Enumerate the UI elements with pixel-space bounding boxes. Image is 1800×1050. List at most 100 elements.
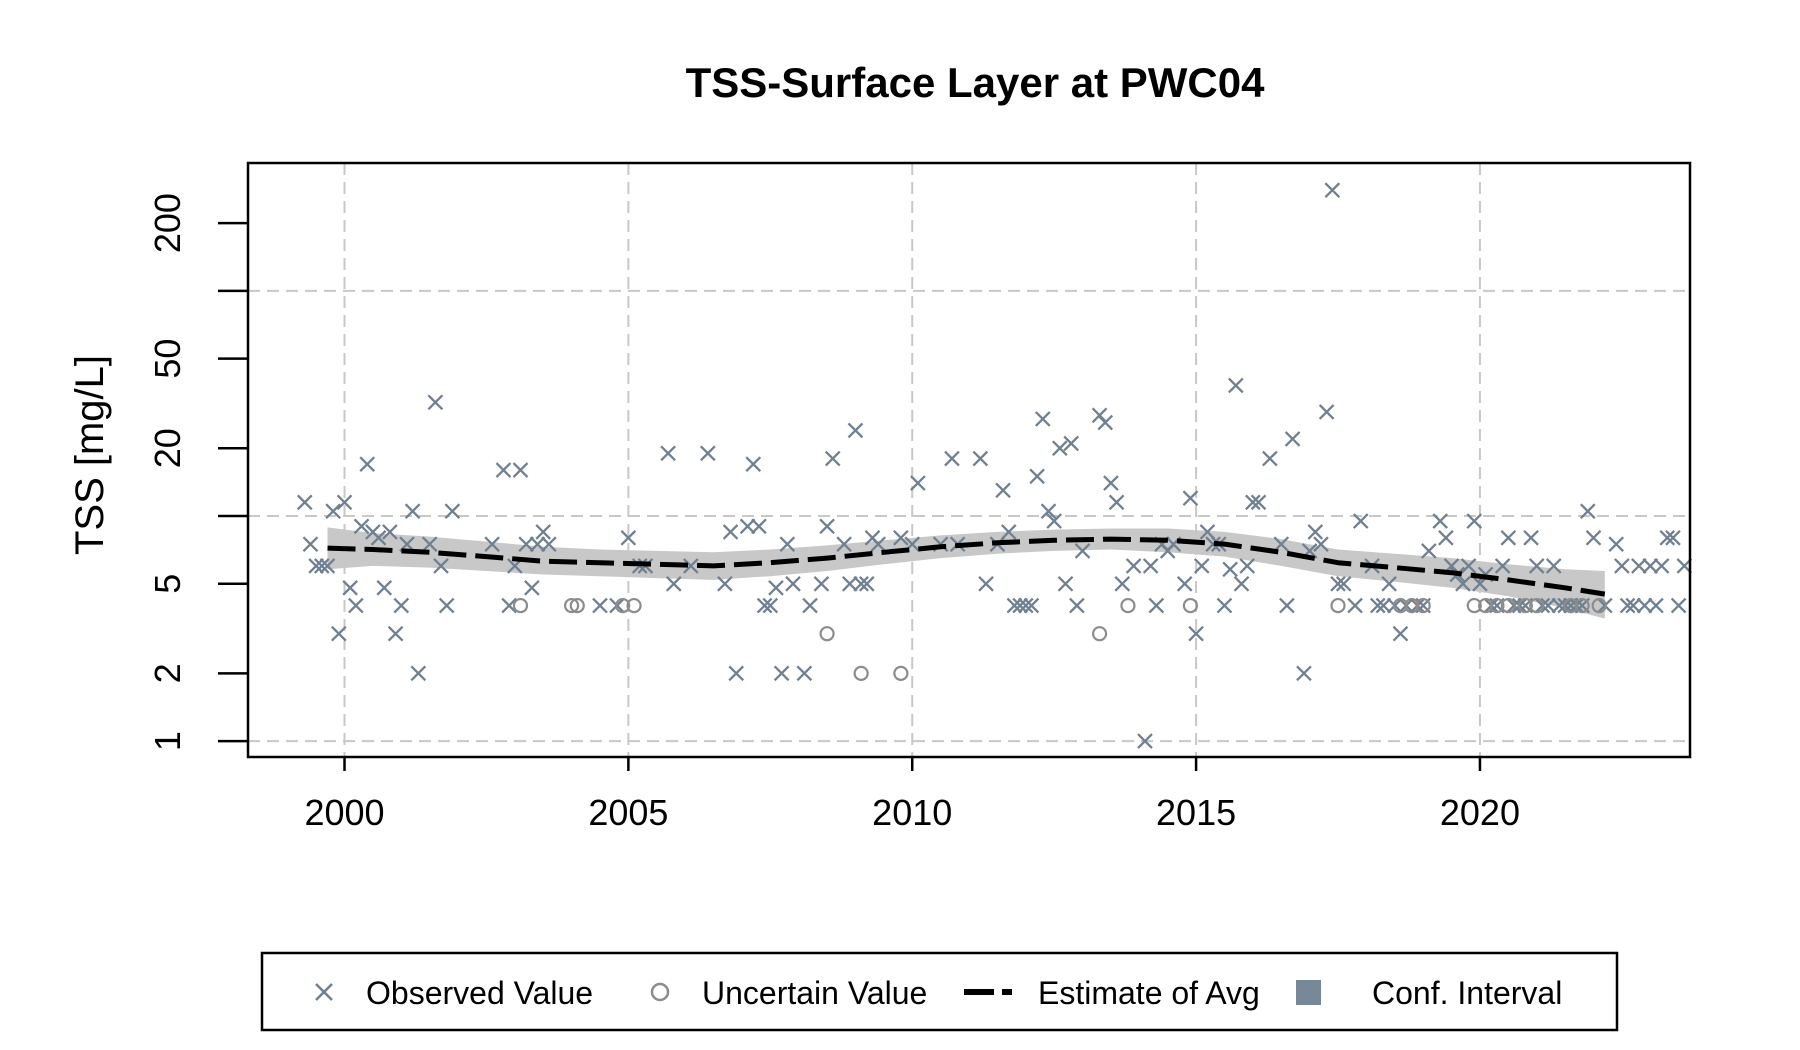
- observed-point: [1142, 558, 1159, 574]
- x-tick-label: 2020: [1440, 792, 1520, 833]
- uncertain-point: [1091, 626, 1108, 642]
- observed-point: [336, 494, 353, 511]
- confidence-band: [327, 527, 1605, 619]
- observed-point: [1614, 558, 1630, 574]
- observed-point: [1069, 597, 1085, 614]
- observed-point: [1381, 575, 1397, 592]
- x-tick-label: 2015: [1156, 792, 1236, 833]
- uncertain-point: [1415, 597, 1431, 614]
- observed-point: [348, 597, 364, 614]
- observed-point: [1250, 494, 1267, 511]
- observed-point: [535, 524, 552, 540]
- observed-point: [1074, 543, 1091, 559]
- observed-point: [410, 665, 427, 682]
- observed-point: [756, 597, 773, 614]
- uncertain-point: [1591, 597, 1607, 614]
- observed-point: [512, 462, 529, 478]
- observed-point: [1245, 494, 1261, 511]
- observed-point: [1108, 494, 1125, 511]
- observed-point: [376, 579, 393, 596]
- observed-point: [296, 494, 313, 511]
- observed-point: [1670, 597, 1687, 614]
- observed-point: [1307, 524, 1324, 540]
- y-tick-label: 1: [147, 731, 188, 751]
- observed-point: [1352, 513, 1369, 529]
- uncertain-point: [1489, 597, 1505, 614]
- observed-point: [722, 524, 739, 540]
- observed-point: [1540, 597, 1556, 614]
- observed-point: [762, 597, 779, 614]
- uncertain-points: [512, 597, 1607, 681]
- observed-point: [1279, 597, 1295, 614]
- observed-point: [745, 456, 762, 472]
- observed-point: [819, 518, 835, 535]
- observed-point: [779, 536, 796, 552]
- observed-point: [847, 422, 864, 439]
- observed-point: [1137, 733, 1153, 749]
- observed-point: [1335, 575, 1352, 592]
- legend-uncertain-label: Uncertain Value: [702, 975, 927, 1011]
- observed-point: [359, 456, 376, 472]
- legend-observed-label: Observed Value: [366, 975, 593, 1011]
- chart-title: TSS-Surface Layer at PWC04: [686, 59, 1266, 106]
- observed-point: [1608, 536, 1625, 552]
- legend-ci-icon: [1296, 980, 1321, 1005]
- legend-ci-label: Conf. Interval: [1372, 975, 1562, 1011]
- observed-point: [1193, 558, 1210, 574]
- observed-point: [910, 475, 926, 491]
- legend: Observed Value Uncertain Value Estimate …: [260, 951, 1619, 1032]
- observed-point: [1392, 625, 1409, 642]
- observed-point: [524, 579, 540, 596]
- observed-point: [1324, 182, 1341, 199]
- observed-point: [501, 597, 517, 614]
- observed-point: [1648, 597, 1664, 614]
- observed-point: [1239, 558, 1255, 574]
- observed-point: [438, 597, 455, 614]
- observed-point: [370, 530, 387, 546]
- observed-point: [824, 450, 841, 467]
- observed-point: [1029, 468, 1045, 485]
- plot-frame: [246, 161, 1692, 759]
- observed-point: [893, 530, 909, 546]
- observed-point: [995, 482, 1011, 499]
- observed-point: [1347, 597, 1363, 614]
- observed-point: [592, 597, 608, 614]
- observed-point: [796, 665, 813, 682]
- legend-estimate-label: Estimate of Avg: [1038, 975, 1260, 1011]
- observed-point: [1228, 377, 1244, 394]
- observed-point: [802, 597, 818, 614]
- observed-point: [319, 558, 336, 574]
- uncertain-point: [893, 665, 909, 681]
- observed-point: [1438, 530, 1454, 546]
- observed-point: [1052, 440, 1068, 457]
- observed-point: [620, 530, 637, 546]
- observed-point: [1636, 597, 1653, 614]
- observed-point: [1176, 575, 1193, 592]
- observed-point: [717, 575, 733, 592]
- observed-point: [1233, 575, 1250, 592]
- observed-point: [785, 575, 801, 592]
- observed-point: [387, 625, 404, 642]
- observed-point: [978, 575, 994, 592]
- observed-point: [1103, 475, 1119, 491]
- observed-point: [433, 558, 449, 574]
- uncertain-point: [1404, 597, 1420, 614]
- observed-point: [1205, 536, 1221, 552]
- observed-point: [1006, 597, 1023, 614]
- observed-point: [421, 536, 438, 552]
- uncertain-point: [626, 597, 642, 614]
- observed-point: [1619, 597, 1636, 614]
- uncertain-point: [1120, 597, 1136, 614]
- observed-point: [541, 536, 557, 552]
- observed-point: [1296, 665, 1312, 682]
- y-axis-label: TSS [mg/L]: [68, 355, 112, 555]
- observed-point: [1585, 530, 1602, 546]
- observed-point: [739, 518, 756, 535]
- observed-point: [853, 575, 869, 592]
- observed-point: [1460, 558, 1477, 574]
- observed-point: [665, 575, 682, 592]
- x-tick-label: 2000: [304, 792, 384, 833]
- x-tick-label: 2005: [588, 792, 668, 833]
- observed-point: [751, 518, 767, 535]
